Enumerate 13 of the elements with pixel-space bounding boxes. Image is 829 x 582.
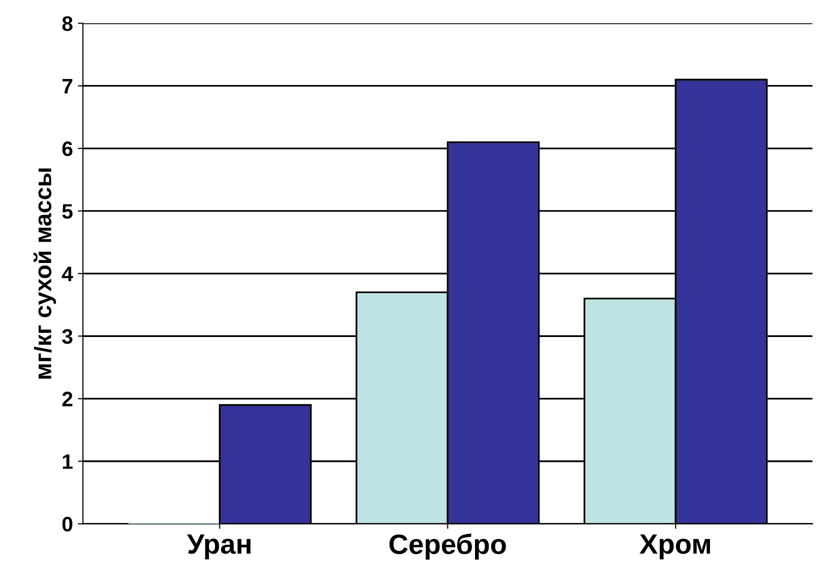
- y-axis-title: мг/кг сухой массы: [34, 168, 56, 379]
- y-tick-label: 3: [62, 329, 72, 344]
- y-tick-label: 7: [62, 79, 72, 94]
- y-tick-label: 6: [62, 141, 72, 156]
- y-tick-label: 4: [62, 266, 74, 282]
- y-tick-label: 0: [62, 516, 72, 532]
- x-tick-label: Хром: [640, 534, 710, 560]
- y-tick-label: 1: [62, 454, 73, 469]
- x-tick-label: Уран: [186, 534, 250, 560]
- y-tick-label: 5: [62, 204, 73, 219]
- y-tick-label: 2: [62, 392, 72, 406]
- x-tick-label: Серебро: [389, 534, 506, 560]
- y-tick-label: 8: [62, 16, 73, 32]
